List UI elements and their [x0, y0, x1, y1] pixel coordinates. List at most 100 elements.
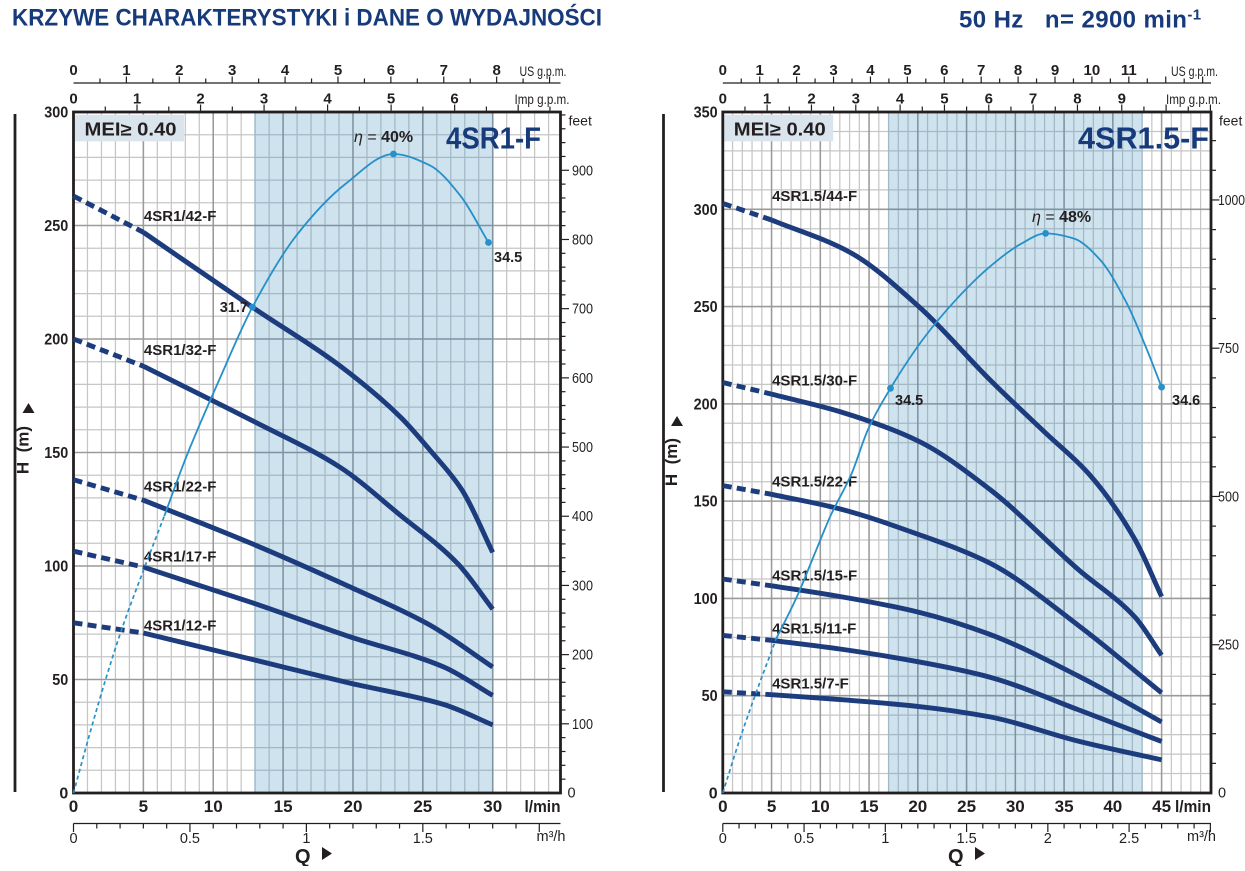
svg-text:0: 0	[568, 786, 576, 802]
svg-text:0: 0	[59, 786, 68, 803]
svg-text:H (m): H (m)	[14, 426, 33, 474]
svg-text:1.5: 1.5	[413, 831, 433, 847]
svg-text:300: 300	[572, 578, 593, 594]
svg-text:7: 7	[440, 62, 448, 79]
svg-text:2: 2	[1044, 831, 1052, 847]
svg-text:2: 2	[807, 90, 815, 107]
svg-text:3: 3	[228, 62, 236, 79]
svg-text:0: 0	[719, 90, 727, 107]
svg-text:50: 50	[702, 688, 718, 705]
svg-text:3: 3	[829, 62, 837, 79]
svg-text:η = 48%: η = 48%	[1032, 209, 1091, 226]
svg-text:40: 40	[1103, 797, 1122, 816]
svg-text:1000: 1000	[1218, 193, 1245, 209]
svg-text:25: 25	[957, 797, 976, 816]
svg-text:MEI≥ 0.40: MEI≥ 0.40	[85, 120, 177, 140]
svg-text:6: 6	[387, 62, 395, 79]
svg-text:4SR1.5/44-F: 4SR1.5/44-F	[772, 188, 857, 205]
svg-text:m³/h: m³/h	[1187, 829, 1216, 845]
svg-text:US g.p.m.: US g.p.m.	[520, 64, 567, 79]
svg-text:3: 3	[852, 90, 860, 107]
svg-text:800: 800	[572, 233, 593, 249]
svg-text:400: 400	[572, 509, 593, 525]
svg-text:1: 1	[756, 62, 764, 79]
svg-text:7: 7	[1029, 90, 1037, 107]
svg-text:45: 45	[1152, 797, 1171, 816]
svg-text:l/min: l/min	[1175, 797, 1211, 816]
svg-text:6: 6	[940, 62, 948, 79]
svg-text:0: 0	[69, 831, 77, 847]
svg-text:5: 5	[139, 797, 148, 816]
svg-text:Imp g.p.m.: Imp g.p.m.	[1166, 92, 1221, 107]
svg-text:5: 5	[903, 62, 911, 79]
svg-text:700: 700	[572, 302, 593, 318]
svg-text:η = 40%: η = 40%	[354, 129, 413, 146]
svg-text:1: 1	[302, 831, 310, 847]
svg-text:4SR1.5/7-F: 4SR1.5/7-F	[772, 676, 849, 693]
svg-text:1: 1	[881, 831, 889, 847]
svg-text:5: 5	[940, 90, 948, 107]
svg-text:4SR1/17-F: 4SR1/17-F	[144, 549, 217, 566]
svg-text:4: 4	[323, 90, 332, 107]
svg-text:4: 4	[896, 90, 905, 107]
svg-text:9: 9	[1051, 62, 1059, 79]
svg-text:4: 4	[866, 62, 875, 79]
svg-text:100: 100	[572, 717, 593, 733]
svg-text:4SR1/12-F: 4SR1/12-F	[144, 618, 217, 635]
svg-text:34.6: 34.6	[1172, 393, 1200, 409]
svg-text:250: 250	[1218, 638, 1239, 654]
svg-text:600: 600	[572, 371, 593, 387]
svg-text:8: 8	[1073, 90, 1081, 107]
svg-text:350: 350	[694, 105, 718, 122]
svg-text:feet: feet	[569, 113, 592, 129]
svg-text:2: 2	[175, 62, 183, 79]
svg-text:250: 250	[44, 218, 68, 235]
svg-text:300: 300	[44, 105, 68, 122]
svg-text:11: 11	[1121, 62, 1137, 79]
svg-text:US g.p.m.: US g.p.m.	[1171, 64, 1218, 79]
svg-text:100: 100	[694, 591, 718, 608]
svg-text:8: 8	[1014, 62, 1022, 79]
svg-text:3: 3	[260, 90, 268, 107]
svg-text:Q: Q	[948, 846, 964, 866]
svg-text:15: 15	[860, 797, 879, 816]
svg-text:10: 10	[811, 797, 830, 816]
svg-text:1.5: 1.5	[957, 831, 977, 847]
svg-text:100: 100	[44, 559, 68, 576]
svg-text:2: 2	[792, 62, 800, 79]
svg-text:200: 200	[44, 332, 68, 349]
svg-text:feet: feet	[1219, 113, 1242, 129]
svg-text:200: 200	[694, 396, 718, 413]
svg-text:4: 4	[281, 62, 290, 79]
svg-text:0: 0	[719, 62, 727, 79]
svg-text:0: 0	[69, 90, 77, 107]
svg-text:4SR1-F: 4SR1-F	[446, 120, 541, 155]
svg-text:4SR1.5-F: 4SR1.5-F	[1078, 120, 1209, 155]
svg-text:0: 0	[719, 831, 727, 847]
svg-text:6: 6	[985, 90, 993, 107]
svg-text:4SR1/42-F: 4SR1/42-F	[144, 208, 217, 225]
svg-text:8: 8	[493, 62, 501, 79]
svg-text:750: 750	[1218, 341, 1239, 357]
svg-text:MEI≥ 0.40: MEI≥ 0.40	[734, 120, 826, 140]
svg-text:4SR1/32-F: 4SR1/32-F	[144, 342, 217, 359]
svg-text:4SR1/22-F: 4SR1/22-F	[144, 479, 217, 496]
svg-text:1: 1	[763, 90, 771, 107]
svg-text:m³/h: m³/h	[537, 829, 566, 845]
svg-text:Imp g.p.m.: Imp g.p.m.	[515, 92, 570, 107]
svg-text:KRZYWE CHARAKTERYSTYKI i DANE: KRZYWE CHARAKTERYSTYKI i DANE O WYDAJNOŚ…	[12, 4, 602, 32]
svg-text:2: 2	[196, 90, 204, 107]
svg-text:0: 0	[1218, 786, 1226, 802]
svg-text:4SR1.5/15-F: 4SR1.5/15-F	[772, 568, 857, 585]
svg-text:15: 15	[274, 797, 293, 816]
svg-text:0: 0	[69, 62, 77, 79]
svg-text:0: 0	[709, 786, 718, 803]
svg-text:0: 0	[69, 797, 78, 816]
svg-text:1: 1	[133, 90, 141, 107]
svg-text:30: 30	[483, 797, 502, 816]
svg-text:34.5: 34.5	[895, 393, 923, 409]
svg-text:6: 6	[450, 90, 458, 107]
svg-text:2.5: 2.5	[1119, 831, 1139, 847]
svg-text:35: 35	[1055, 797, 1074, 816]
svg-text:31.7: 31.7	[220, 300, 248, 316]
